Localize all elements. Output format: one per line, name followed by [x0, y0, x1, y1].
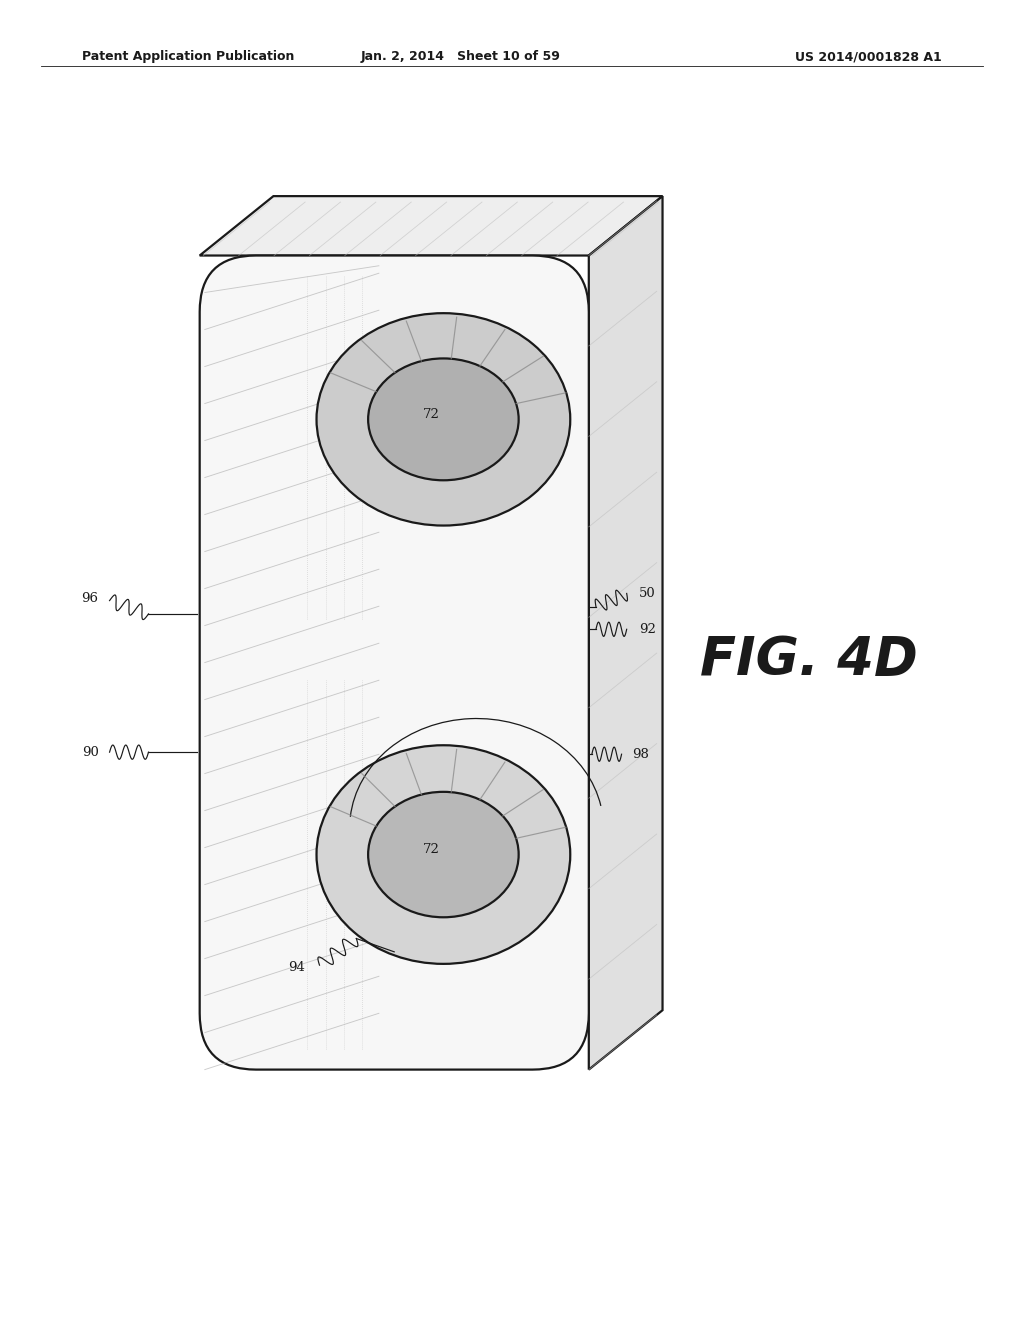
- FancyBboxPatch shape: [200, 256, 589, 1069]
- Ellipse shape: [368, 792, 518, 917]
- Text: Patent Application Publication: Patent Application Publication: [82, 50, 294, 63]
- Text: 90: 90: [82, 746, 98, 759]
- Text: 96: 96: [82, 593, 98, 605]
- Polygon shape: [589, 197, 663, 1069]
- Text: 94: 94: [289, 961, 305, 974]
- Ellipse shape: [316, 746, 570, 964]
- Text: 50: 50: [639, 587, 655, 599]
- Text: 92: 92: [639, 623, 655, 636]
- Text: 72: 72: [423, 843, 439, 855]
- Text: FIG. 4D: FIG. 4D: [700, 634, 918, 686]
- Ellipse shape: [368, 359, 518, 480]
- Text: 98: 98: [633, 747, 649, 760]
- Text: 72: 72: [423, 408, 439, 421]
- Text: US 2014/0001828 A1: US 2014/0001828 A1: [796, 50, 942, 63]
- Ellipse shape: [316, 313, 570, 525]
- Polygon shape: [200, 197, 663, 256]
- Text: Jan. 2, 2014   Sheet 10 of 59: Jan. 2, 2014 Sheet 10 of 59: [360, 50, 561, 63]
